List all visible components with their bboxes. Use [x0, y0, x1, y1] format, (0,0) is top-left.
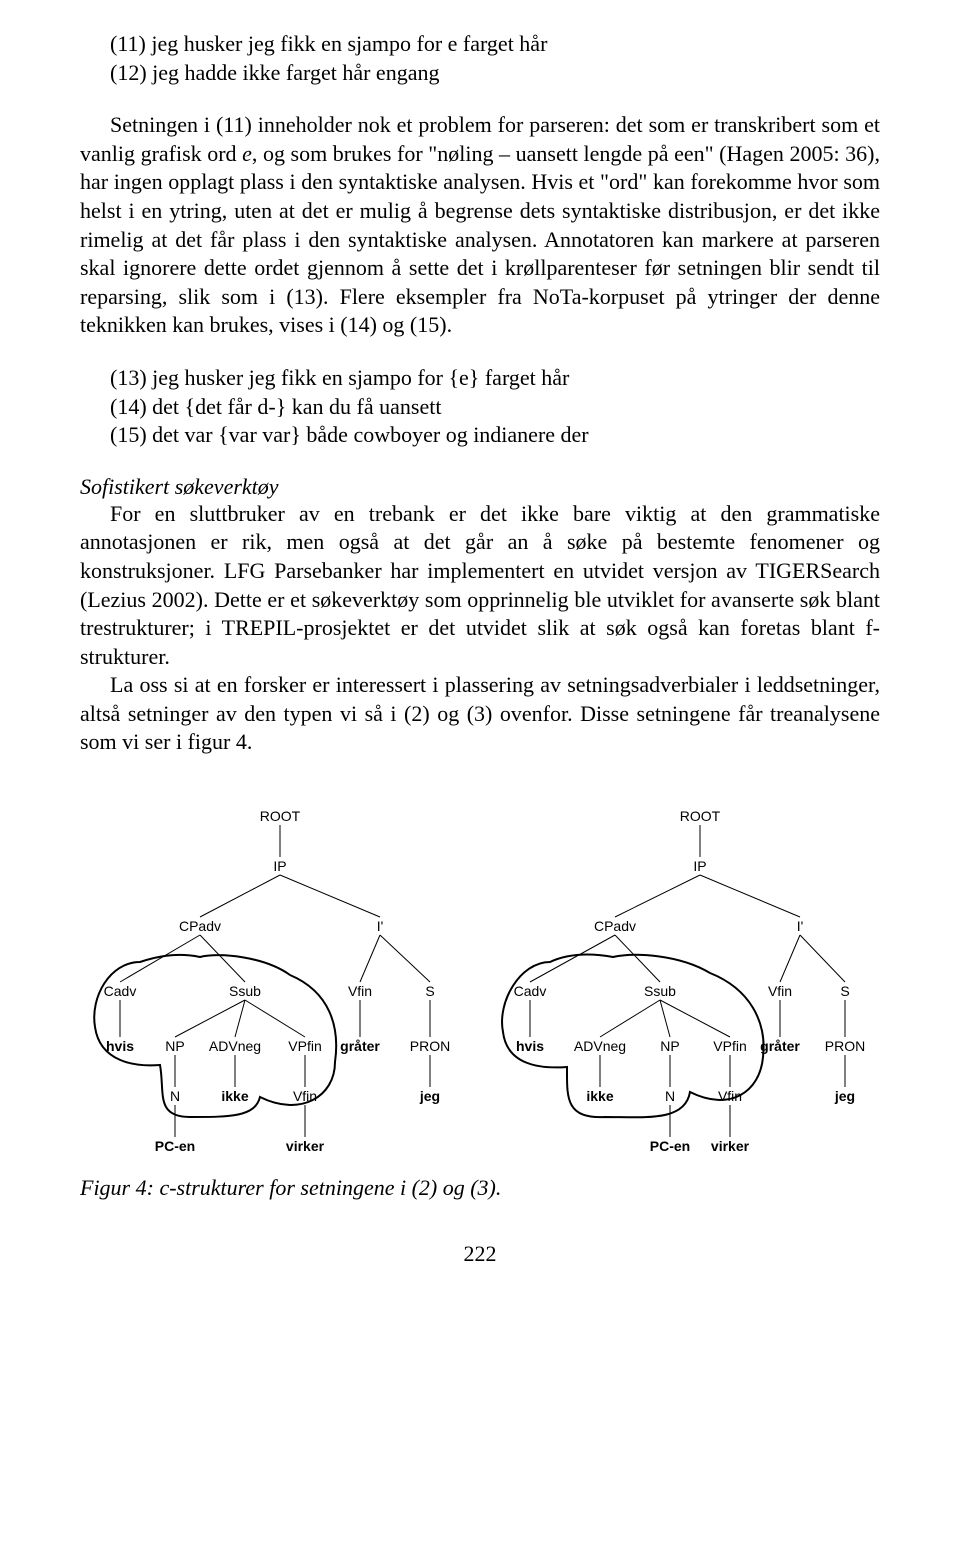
svg-text:gråter: gråter — [340, 1038, 380, 1054]
figure-caption: Figur 4: c-strukturer for setningene i (… — [80, 1175, 880, 1201]
example-11: (11) jeg husker jeg fikk en sjampo for e… — [80, 30, 880, 59]
paragraph-1: Setningen i (11) inneholder nok et probl… — [80, 111, 880, 340]
svg-text:S: S — [425, 983, 434, 999]
section-heading: Sofistikert søkeverktøy — [80, 474, 880, 500]
svg-text:ROOT: ROOT — [680, 808, 721, 824]
svg-text:PRON: PRON — [825, 1038, 865, 1054]
svg-text:ADVneg: ADVneg — [574, 1038, 626, 1054]
svg-text:Ssub: Ssub — [229, 983, 261, 999]
svg-text:N: N — [170, 1088, 180, 1104]
svg-text:IP: IP — [693, 858, 706, 874]
svg-text:NP: NP — [660, 1038, 679, 1054]
page-content: (11) jeg husker jeg fikk en sjampo for e… — [0, 0, 960, 1319]
svg-text:Vfin: Vfin — [768, 983, 792, 999]
svg-text:I': I' — [797, 918, 804, 934]
page-number: 222 — [80, 1241, 880, 1267]
svg-text:PC-en: PC-en — [650, 1138, 690, 1154]
svg-text:hvis: hvis — [106, 1038, 134, 1054]
svg-text:jeg: jeg — [419, 1088, 440, 1104]
svg-text:NP: NP — [165, 1038, 184, 1054]
example-13: (13) jeg husker jeg fikk en sjampo for {… — [80, 364, 880, 393]
svg-text:PRON: PRON — [410, 1038, 450, 1054]
svg-text:ikke: ikke — [586, 1088, 613, 1104]
svg-text:jeg: jeg — [834, 1088, 855, 1104]
svg-text:gråter: gråter — [760, 1038, 800, 1054]
svg-text:virker: virker — [286, 1138, 325, 1154]
svg-text:Vfin: Vfin — [348, 983, 372, 999]
svg-text:CPadv: CPadv — [179, 918, 221, 934]
svg-text:ikke: ikke — [221, 1088, 248, 1104]
para1-part-b: , og som brukes for "nøling – uansett le… — [80, 141, 880, 338]
svg-text:virker: virker — [711, 1138, 750, 1154]
svg-text:VPfin: VPfin — [288, 1038, 321, 1054]
svg-text:Vfin: Vfin — [718, 1088, 742, 1104]
svg-text:VPfin: VPfin — [713, 1038, 746, 1054]
svg-text:Cadv: Cadv — [104, 983, 137, 999]
svg-text:I': I' — [377, 918, 384, 934]
svg-text:ROOT: ROOT — [260, 808, 301, 824]
paragraph-2: For en sluttbruker av en trebank er det … — [80, 500, 880, 672]
svg-text:Vfin: Vfin — [293, 1088, 317, 1104]
svg-text:IP: IP — [273, 858, 286, 874]
paragraph-3: La oss si at en forsker er interessert i… — [80, 671, 880, 757]
svg-text:Ssub: Ssub — [644, 983, 676, 999]
tree-diagram-right: ROOT IP CPadv I' Cadv Ssub Vfin Shvis ADVneg NP VP… — [485, 797, 880, 1167]
svg-text:CPadv: CPadv — [594, 918, 636, 934]
svg-text:hvis: hvis — [516, 1038, 544, 1054]
italic-e: e — [242, 141, 252, 166]
svg-text:ADVneg: ADVneg — [209, 1038, 261, 1054]
svg-text:N: N — [665, 1088, 675, 1104]
svg-text:S: S — [840, 983, 849, 999]
example-14: (14) det {det får d-} kan du få uansett — [80, 393, 880, 422]
figure-4: ROOT IP CPadv I' Cadv Ssub Vfin Shvis NP ADVneg VP… — [80, 797, 880, 1167]
tree-diagram-left: ROOT IP CPadv I' Cadv Ssub Vfin Shvis NP ADVneg VP… — [80, 797, 475, 1167]
svg-text:PC-en: PC-en — [155, 1138, 195, 1154]
example-12: (12) jeg hadde ikke farget hår engang — [80, 59, 880, 88]
svg-text:Cadv: Cadv — [514, 983, 547, 999]
example-15: (15) det var {var var} både cowboyer og … — [80, 421, 880, 450]
